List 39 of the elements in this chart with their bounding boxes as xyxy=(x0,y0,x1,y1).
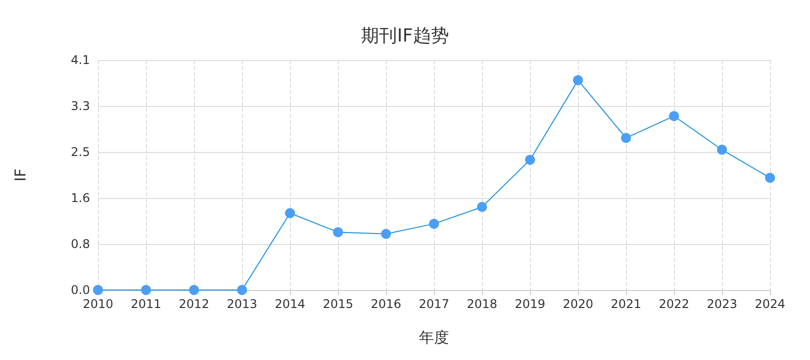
x-tick-label: 2024 xyxy=(754,297,786,311)
y-tick-label: 4.1 xyxy=(70,53,90,67)
x-tick-label: 2013 xyxy=(226,297,258,311)
x-tick-label: 2015 xyxy=(322,297,354,311)
point xyxy=(189,285,199,295)
x-tick-label: 2019 xyxy=(514,297,546,311)
point xyxy=(141,285,151,295)
point xyxy=(333,227,343,238)
x-tick-label: 2011 xyxy=(130,297,162,311)
point xyxy=(669,111,679,122)
point xyxy=(477,202,487,212)
x-axis-title: 年度 xyxy=(419,328,449,346)
x-tick-label: 2023 xyxy=(706,297,738,311)
point xyxy=(93,285,103,295)
y-axis-title: IF xyxy=(12,168,30,182)
x-tick-label: 2020 xyxy=(562,297,594,311)
y-tick-label: 0.0 xyxy=(70,283,90,297)
x-tick-label: 2022 xyxy=(658,297,690,311)
x-tick-label: 2017 xyxy=(418,297,450,311)
x-tick-label: 2012 xyxy=(178,297,210,311)
point xyxy=(765,172,775,183)
y-tick-label: 1.6 xyxy=(70,191,90,205)
point xyxy=(621,132,631,143)
x-tick-label: 2021 xyxy=(610,297,642,311)
x-tick-label: 2010 xyxy=(82,297,114,311)
x-tick-label: 2016 xyxy=(370,297,402,311)
point xyxy=(237,285,247,295)
point xyxy=(717,144,727,155)
x-tick-label: 2018 xyxy=(466,297,498,311)
point xyxy=(429,218,439,229)
chart-title: 期刊IF趋势 xyxy=(361,26,449,46)
y-tick-label: 0.8 xyxy=(70,237,90,251)
y-tick-label: 3.3 xyxy=(70,99,90,113)
x-tick-label: 2014 xyxy=(274,297,306,311)
point xyxy=(381,228,391,239)
point xyxy=(573,75,583,86)
point xyxy=(285,208,295,218)
y-tick-label: 2.5 xyxy=(70,145,90,159)
point xyxy=(525,154,535,165)
